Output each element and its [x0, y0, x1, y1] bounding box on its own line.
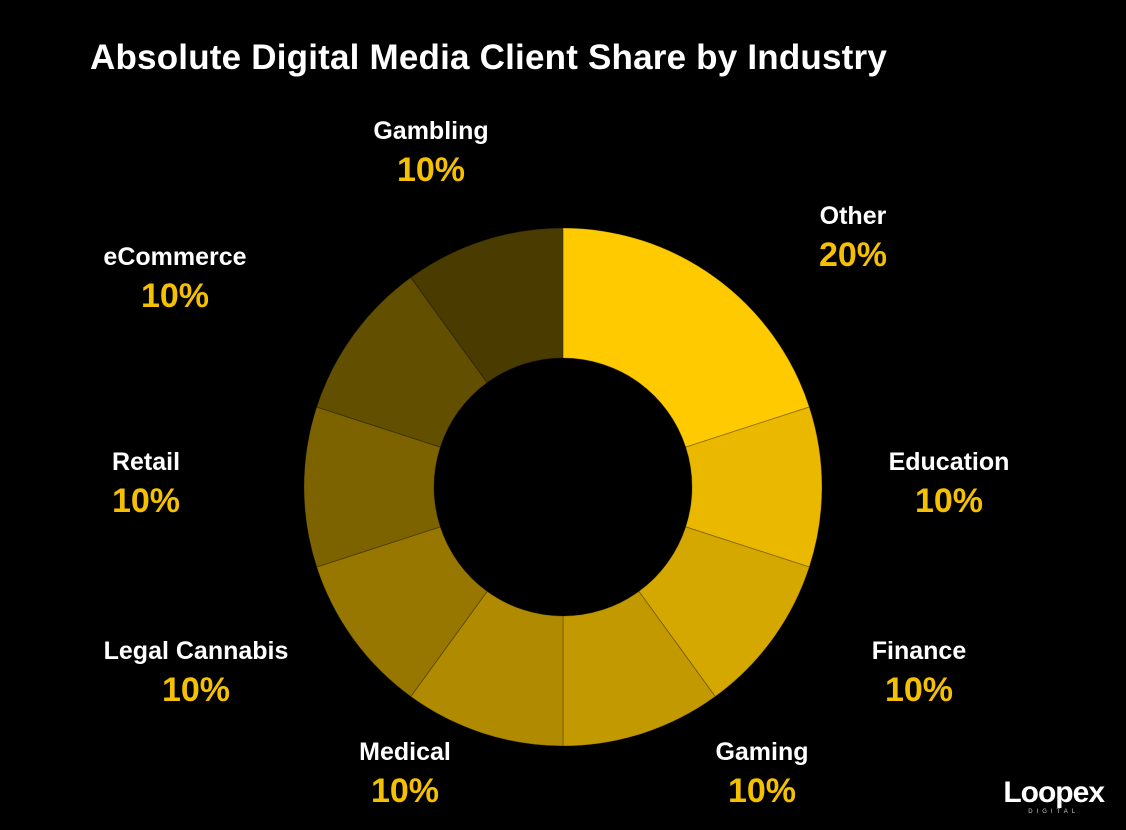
slice-value-gaming: 10% [727, 772, 797, 810]
slice-label-retail: Retail 10% [112, 447, 180, 521]
brand-logo-text: Loopex [1003, 776, 1105, 809]
slice-value-legal-cannabis: 10% [161, 671, 231, 709]
slice-value-finance: 10% [884, 671, 954, 709]
slice-category-legal-cannabis: Legal Cannabis [103, 637, 289, 665]
slice-category-other: Other [819, 202, 887, 230]
slice-value-gambling: 10% [396, 151, 466, 189]
slice-value-other: 20% [818, 236, 888, 274]
donut-slice-gambling [410, 227, 564, 384]
slice-category-retail: Retail [111, 448, 181, 476]
brand-logo: Loopex DIGITAL [1003, 776, 1105, 816]
donut-slice-retail [303, 406, 441, 568]
slice-value-medical: 10% [370, 772, 440, 810]
slice-label-ecommerce: eCommerce 10% [103, 242, 246, 316]
donut-slice-legal-cannabis [316, 526, 488, 698]
slice-value-retail: 10% [111, 482, 181, 520]
slice-category-gambling: Gambling [373, 117, 489, 145]
slice-label-other: Other 20% [819, 201, 887, 275]
slice-label-medical: Medical 10% [359, 737, 451, 811]
slice-category-ecommerce: eCommerce [103, 243, 247, 271]
slice-label-finance: Finance 10% [872, 636, 966, 710]
slice-category-finance: Finance [871, 637, 967, 665]
slice-value-ecommerce: 10% [140, 277, 210, 315]
slice-label-education: Education 10% [889, 447, 1010, 521]
donut-slice-gaming [562, 590, 716, 747]
slice-label-gaming: Gaming 10% [715, 737, 808, 811]
slice-label-gambling: Gambling 10% [373, 116, 488, 190]
slice-category-medical: Medical [359, 738, 451, 766]
slice-value-education: 10% [914, 482, 984, 520]
donut-slice-education [685, 406, 823, 568]
donut-slice-medical [410, 590, 564, 747]
donut-slice-finance [638, 526, 810, 698]
slice-category-gaming: Gaming [715, 738, 809, 766]
brand-logo-subtext: DIGITAL [1028, 809, 1080, 815]
chart-title: Absolute Digital Media Client Share by I… [90, 38, 888, 77]
slice-label-legal-cannabis: Legal Cannabis 10% [104, 636, 289, 710]
donut-slice-ecommerce [316, 276, 488, 448]
slice-category-education: Education [888, 448, 1010, 476]
donut-slice-other [562, 227, 810, 448]
